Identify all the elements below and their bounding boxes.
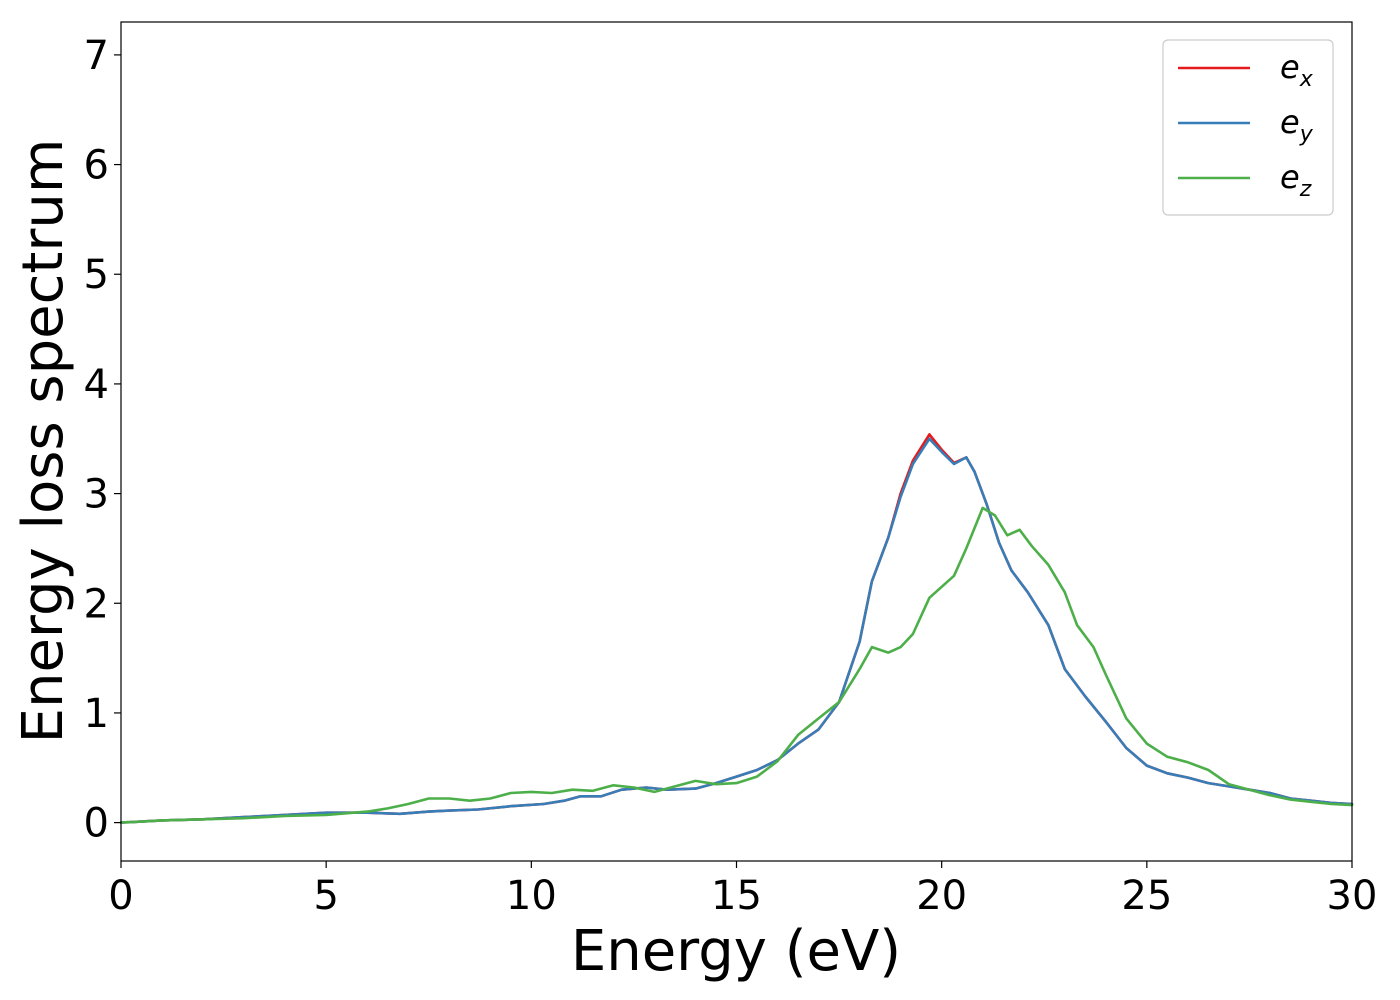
x-tick-label: 10 bbox=[506, 873, 557, 919]
y-ticks: 0 1 2 3 4 5 6 7 bbox=[84, 33, 121, 847]
legend-label-z: ez bbox=[1280, 158, 1312, 202]
y-tick-label: 4 bbox=[84, 362, 109, 408]
x-tick-label: 20 bbox=[916, 873, 967, 919]
x-tick-label: 15 bbox=[711, 873, 762, 919]
x-tick-label: 0 bbox=[108, 873, 133, 919]
y-tick-label: 5 bbox=[84, 252, 109, 298]
series-line-z bbox=[119, 506, 1354, 824]
series-layer bbox=[119, 433, 1354, 824]
y-tick-label: 3 bbox=[84, 472, 109, 518]
y-tick-label: 0 bbox=[84, 801, 109, 847]
x-tick-label: 5 bbox=[313, 873, 338, 919]
x-axis-label: Energy (eV) bbox=[571, 919, 901, 984]
legend-label-y: ey bbox=[1280, 103, 1314, 147]
x-tick-label: 30 bbox=[1327, 873, 1378, 919]
x-tick-label: 25 bbox=[1121, 873, 1172, 919]
series-line-x bbox=[119, 433, 1354, 824]
y-tick-label: 1 bbox=[84, 691, 109, 737]
y-tick-label: 6 bbox=[84, 143, 109, 189]
legend-label-x: ex bbox=[1280, 48, 1314, 92]
x-ticks: 0 5 10 15 20 25 30 bbox=[108, 861, 1377, 919]
y-axis-label: Energy loss spectrum bbox=[11, 139, 76, 744]
y-tick-label: 2 bbox=[84, 581, 109, 627]
legend-box bbox=[1162, 39, 1334, 216]
legend: ex ey ez bbox=[1162, 39, 1334, 216]
series-line-y bbox=[119, 437, 1354, 824]
y-tick-label: 7 bbox=[84, 33, 109, 79]
